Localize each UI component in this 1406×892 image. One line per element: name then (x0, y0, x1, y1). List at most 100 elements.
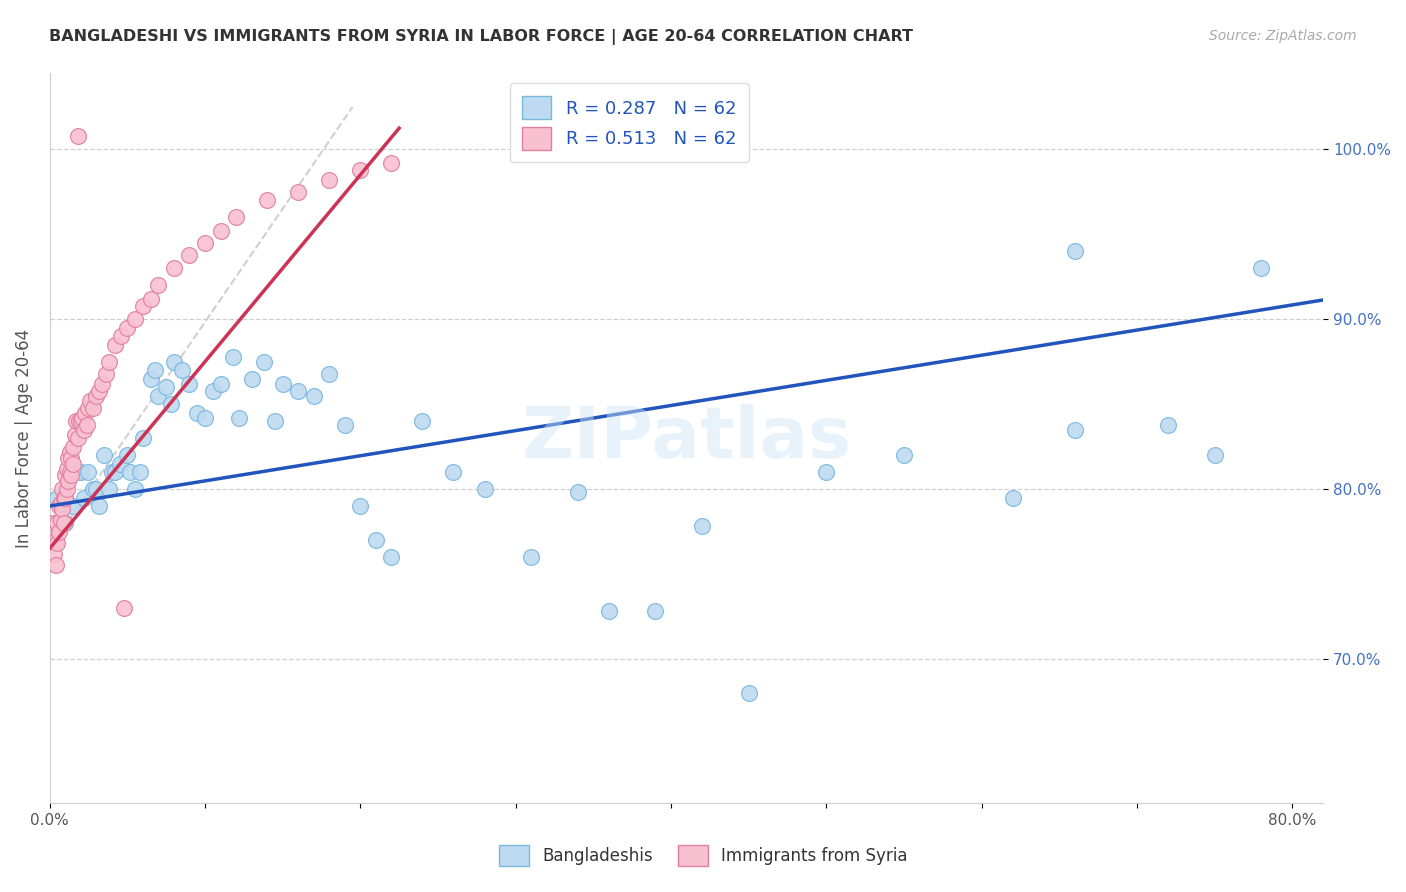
Point (333, 417, 356, 432)
Point (79, 393, 101, 408)
Point (75, 406, 97, 420)
Point (159, 397, 181, 411)
Point (520, 549, 543, 564)
Point (46, 536, 69, 550)
Point (60, 451, 83, 466)
Point (349, 499, 371, 513)
Point (91, 376, 114, 391)
Text: Source: ZipAtlas.com: Source: ZipAtlas.com (1209, 29, 1357, 43)
Point (349, 162, 371, 177)
Point (82, 482, 104, 496)
Point (53, 468, 76, 483)
Point (201, 384, 224, 398)
Point (120, 465, 142, 479)
Point (46, 516, 69, 530)
Point (690, 519, 713, 533)
Point (104, 465, 127, 479)
Y-axis label: In Labor Force | Age 20-64: In Labor Force | Age 20-64 (15, 328, 32, 548)
Point (55, 461, 77, 475)
Point (132, 431, 155, 445)
Point (1063, 423, 1085, 437)
Point (139, 292, 162, 306)
Point (52, 516, 75, 530)
Point (380, 156, 402, 170)
Point (179, 248, 201, 262)
Legend: Bangladeshis, Immigrants from Syria: Bangladeshis, Immigrants from Syria (492, 838, 914, 873)
Point (124, 482, 146, 496)
Point (66, 431, 89, 445)
Point (82, 401, 104, 415)
Point (49, 495, 72, 509)
Point (287, 384, 309, 398)
Point (72, 410, 94, 425)
Point (55, 482, 77, 496)
Point (77, 401, 100, 415)
Point (228, 410, 250, 425)
Point (52, 491, 75, 505)
Point (170, 363, 193, 377)
Point (179, 376, 201, 391)
Point (45, 558, 67, 573)
Point (66, 128, 89, 143)
Point (143, 363, 166, 377)
Point (264, 414, 287, 428)
Point (302, 389, 325, 403)
Point (65, 414, 87, 428)
Point (443, 465, 465, 479)
Point (474, 482, 496, 496)
Point (117, 448, 139, 462)
Point (1001, 491, 1024, 505)
Point (89, 499, 111, 513)
Point (194, 410, 217, 425)
Point (58, 474, 80, 488)
Text: BANGLADESHI VS IMMIGRANTS FROM SYRIA IN LABOR FORCE | AGE 20-64 CORRELATION CHAR: BANGLADESHI VS IMMIGRANTS FROM SYRIA IN … (49, 29, 914, 45)
Point (101, 465, 124, 479)
Point (62, 440, 84, 454)
Point (1204, 448, 1226, 462)
Point (256, 194, 278, 208)
Point (97, 354, 120, 368)
Point (225, 211, 247, 225)
Point (48, 499, 70, 513)
Point (132, 299, 155, 313)
Point (69, 465, 91, 479)
Point (186, 406, 208, 420)
Point (89, 384, 111, 398)
Point (1157, 417, 1180, 432)
Point (209, 376, 232, 391)
Point (148, 278, 170, 293)
Point (62, 499, 84, 513)
Point (48, 524, 70, 539)
Point (77, 465, 100, 479)
Point (139, 372, 162, 386)
Point (63, 427, 86, 442)
Point (1250, 261, 1272, 276)
Point (60, 468, 83, 483)
Point (194, 235, 217, 250)
Point (893, 448, 915, 462)
Point (104, 337, 127, 351)
Point (598, 604, 620, 618)
Point (240, 372, 263, 386)
Point (45, 533, 67, 547)
Point (73, 491, 96, 505)
Point (112, 601, 135, 615)
Point (76, 417, 98, 432)
Point (53, 516, 76, 530)
Point (110, 329, 132, 343)
Point (253, 354, 276, 368)
Point (73, 423, 96, 437)
Point (318, 367, 340, 381)
Point (411, 414, 433, 428)
Point (163, 261, 186, 276)
Point (46, 491, 69, 505)
Point (155, 380, 177, 394)
Point (364, 533, 387, 547)
Point (51, 502, 73, 516)
Point (59, 465, 82, 479)
Point (58, 451, 80, 466)
Point (148, 389, 170, 403)
Point (644, 604, 666, 618)
Point (815, 465, 838, 479)
Point (51, 482, 73, 496)
